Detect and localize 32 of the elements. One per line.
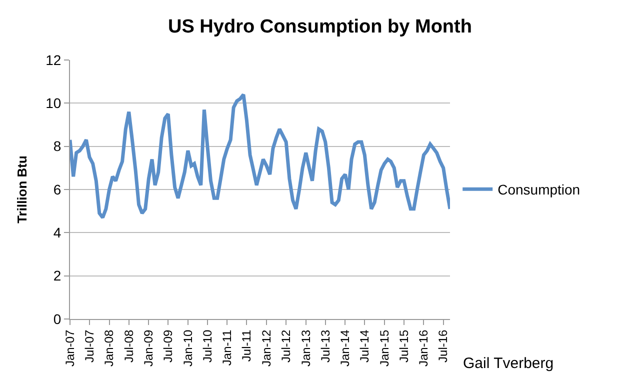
x-tick-label: Jul-08 xyxy=(122,329,136,362)
x-tick-label: Jul-16 xyxy=(436,329,450,362)
y-tick-label: 6 xyxy=(53,181,62,198)
x-tick-label: Jan-11 xyxy=(220,329,234,366)
x-tick-label: Jul-07 xyxy=(82,329,96,362)
x-tick-label: Jul-13 xyxy=(318,329,332,362)
x-tick-label: Jul-12 xyxy=(279,329,293,362)
y-tick-label: 2 xyxy=(53,268,62,284)
y-axis-title: Trillion Btu xyxy=(14,156,30,224)
x-tick-label: Jan-14 xyxy=(338,329,352,367)
x-tick-label: Jan-09 xyxy=(142,329,156,367)
legend-label: Consumption xyxy=(498,182,580,198)
x-tick-label: Jan-13 xyxy=(298,329,313,367)
y-tick-label: 4 xyxy=(53,224,62,241)
y-tick-label: 10 xyxy=(46,95,62,112)
y-tick-label: 8 xyxy=(53,138,62,154)
text: Gail Tverberg xyxy=(463,355,554,372)
x-tick-label: Jan-12 xyxy=(259,329,274,367)
x-tick-label: Jan-15 xyxy=(377,329,392,367)
y-tick-label: 0 xyxy=(53,310,62,327)
chart-title: US Hydro Consumption by Month xyxy=(168,16,472,38)
line-series xyxy=(70,92,450,220)
x-tick-label: Jan-07 xyxy=(62,329,77,367)
x-tick-label: Jan-10 xyxy=(180,329,195,367)
y-tick-label: 12 xyxy=(46,52,62,68)
x-tick-label: Jul-10 xyxy=(200,329,214,362)
x-tick-label: Jul-09 xyxy=(161,329,176,362)
x-tick-label: Jul-14 xyxy=(358,329,372,362)
x-tick-label: Jul-11 xyxy=(240,329,254,362)
x-tick-label: Jan-16 xyxy=(416,329,431,367)
x-tick-label: Jul-15 xyxy=(396,329,411,362)
x-tick-label: Jan-08 xyxy=(102,329,116,367)
